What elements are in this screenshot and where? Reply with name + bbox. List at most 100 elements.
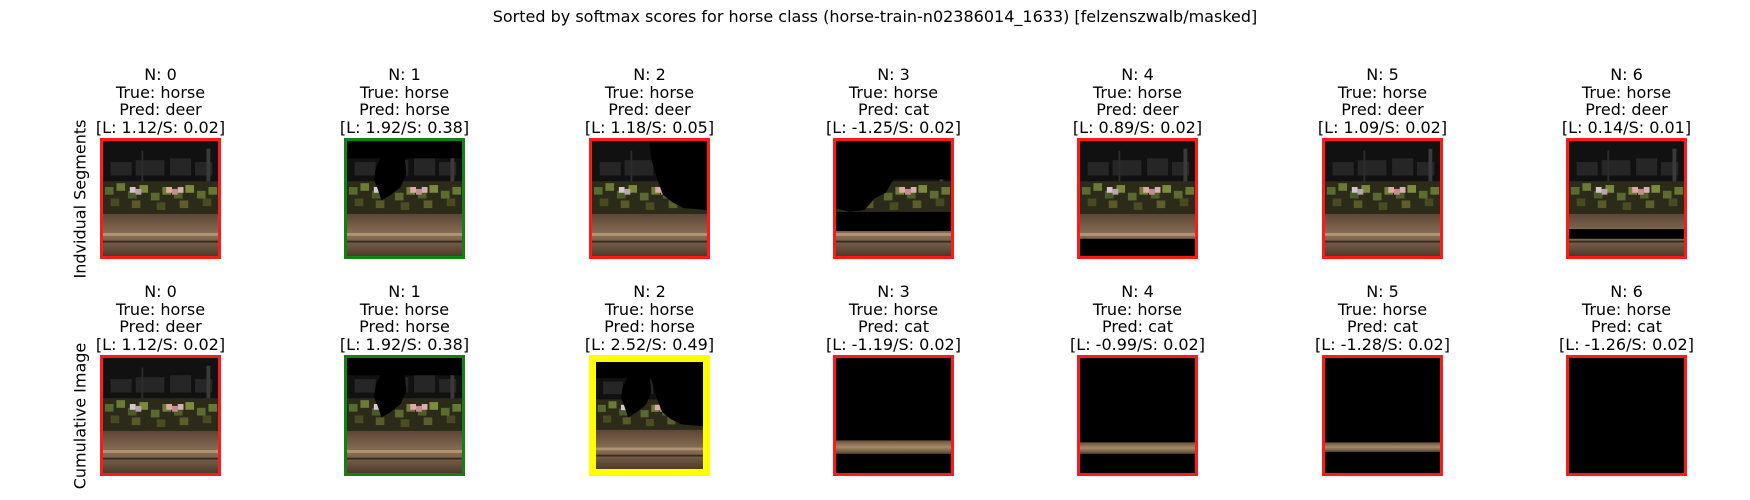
cell-n-text: N: 4 <box>1121 65 1154 84</box>
figure-title: Sorted by softmax scores for horse class… <box>492 7 1258 26</box>
cell-n-text: N: 2 <box>633 65 666 84</box>
cell-title: N: 1 True: horse Pred: horse [L: 1.92/S: 0.… <box>285 66 525 136</box>
cell-title: N: 3 True: horse Pred: cat [L: -1.19/S: 0.0… <box>774 283 1014 353</box>
cell-title: N: 3 True: horse Pred: cat [L: -1.25/S: 0.0… <box>774 66 1014 136</box>
cell-n-text: N: 5 <box>1366 65 1399 84</box>
cell-scores-text: [L: 0.14/S: 0.01] <box>1561 117 1692 137</box>
cell-true-label-text: True: horse <box>115 299 206 319</box>
cell-title: N: 4 True: horse Pred: deer [L: 0.89/S: 0.0… <box>1018 66 1258 136</box>
cell-pred-text: Pred: deer <box>1096 100 1179 119</box>
segment-image <box>592 141 707 256</box>
cell-title: N: 1 True: horse Pred: horse [L: 1.92/S: 0.… <box>285 283 525 353</box>
cell-pred-text: Pred: cat <box>1347 317 1418 336</box>
cell-n-text: N: 0 <box>144 65 177 84</box>
cell-n-text: N: 6 <box>1610 282 1643 301</box>
cell-pred-text: Pred: horse <box>359 100 450 119</box>
segment-image <box>103 141 218 256</box>
segment-image <box>1325 358 1440 473</box>
segment-image <box>836 358 951 473</box>
cell-scores-text: [L: 2.52/S: 0.49] <box>584 334 715 354</box>
cell-pred-text: Pred: deer <box>119 317 202 336</box>
segment-thumbnail <box>1566 138 1687 259</box>
segment-thumbnail <box>1566 355 1687 476</box>
cell-n-text: N: 5 <box>1366 282 1399 301</box>
segment-thumbnail <box>589 138 710 259</box>
segment-thumbnail <box>1322 138 1443 259</box>
cell-pred-text: Pred: cat <box>1591 317 1662 336</box>
cell-scores-text: [L: -1.19/S: 0.02] <box>826 334 961 354</box>
segment-image <box>1569 141 1684 256</box>
segment-image <box>1080 358 1195 473</box>
cell-true-label-text: True: horse <box>848 82 939 102</box>
cell-title: N: 6 True: horse Pred: cat [L: -1.26/S: 0.0… <box>1507 283 1747 353</box>
cell-scores-text: [L: 1.12/S: 0.02] <box>95 117 226 137</box>
cell-n-text: N: 4 <box>1121 282 1154 301</box>
cell-n-text: N: 3 <box>877 65 910 84</box>
cell-n-text: N: 2 <box>633 282 666 301</box>
cell-true-label-text: True: horse <box>359 299 450 319</box>
cell-title: N: 4 True: horse Pred: cat [L: -0.99/S: 0.0… <box>1018 283 1258 353</box>
cell-pred-text: Pred: deer <box>119 100 202 119</box>
cell-pred-text: Pred: horse <box>359 317 450 336</box>
segment-thumbnail <box>589 355 710 476</box>
cell-title: N: 6 True: horse Pred: deer [L: 0.14/S: 0.0… <box>1507 66 1747 136</box>
segment-thumbnail <box>100 355 221 476</box>
cell-true-label-text: True: horse <box>1092 299 1183 319</box>
cell-pred-text: Pred: horse <box>604 317 695 336</box>
segment-thumbnail <box>1322 355 1443 476</box>
segment-thumbnail <box>833 138 954 259</box>
segment-thumbnail <box>344 355 465 476</box>
cell-title: N: 2 True: horse Pred: horse [L: 2.52/S: 0.… <box>530 283 770 353</box>
segment-thumbnail <box>833 355 954 476</box>
cell-true-label-text: True: horse <box>1581 82 1672 102</box>
cell-true-label-text: True: horse <box>848 299 939 319</box>
cell-pred-text: Pred: cat <box>858 100 929 119</box>
segment-thumbnail <box>1077 138 1198 259</box>
segment-image <box>347 141 462 256</box>
cell-title: N: 2 True: horse Pred: deer [L: 1.18/S: 0.0… <box>530 66 770 136</box>
cell-pred-text: Pred: deer <box>608 100 691 119</box>
row-label: Cumulative Image <box>70 342 90 489</box>
cell-scores-text: [L: 1.92/S: 0.38] <box>339 117 470 137</box>
segment-image <box>347 358 462 473</box>
cell-true-label-text: True: horse <box>1092 82 1183 102</box>
cell-scores-text: [L: 0.89/S: 0.02] <box>1072 117 1203 137</box>
segment-image <box>1325 141 1440 256</box>
cell-pred-text: Pred: deer <box>1341 100 1424 119</box>
cell-scores-text: [L: -1.28/S: 0.02] <box>1315 334 1450 354</box>
cell-n-text: N: 1 <box>388 65 421 84</box>
segment-image <box>1080 141 1195 256</box>
cell-pred-text: Pred: cat <box>1102 317 1173 336</box>
segment-image <box>836 141 951 256</box>
cell-n-text: N: 0 <box>144 282 177 301</box>
cell-scores-text: [L: 1.12/S: 0.02] <box>95 334 226 354</box>
cell-title: N: 0 True: horse Pred: deer [L: 1.12/S: 0.0… <box>41 66 281 136</box>
cell-title: N: 5 True: horse Pred: cat [L: -1.28/S: 0.0… <box>1263 283 1503 353</box>
segment-thumbnail <box>100 138 221 259</box>
row-label: Indvidual Segments <box>70 119 90 278</box>
cell-true-label-text: True: horse <box>604 299 695 319</box>
segment-thumbnail <box>1077 355 1198 476</box>
cell-title: N: 5 True: horse Pred: deer [L: 1.09/S: 0.0… <box>1263 66 1503 136</box>
cell-n-text: N: 6 <box>1610 65 1643 84</box>
cell-pred-text: Pred: deer <box>1585 100 1668 119</box>
cell-scores-text: [L: 1.92/S: 0.38] <box>339 334 470 354</box>
cell-n-text: N: 3 <box>877 282 910 301</box>
cell-pred-text: Pred: cat <box>858 317 929 336</box>
cell-scores-text: [L: 1.09/S: 0.02] <box>1317 117 1448 137</box>
cell-true-label-text: True: horse <box>1337 299 1428 319</box>
cell-true-label-text: True: horse <box>604 82 695 102</box>
cell-n-text: N: 1 <box>388 282 421 301</box>
cell-title: N: 0 True: horse Pred: deer [L: 1.12/S: 0.0… <box>41 283 281 353</box>
cell-true-label-text: True: horse <box>359 82 450 102</box>
cell-scores-text: [L: -0.99/S: 0.02] <box>1070 334 1205 354</box>
cell-scores-text: [L: 1.18/S: 0.05] <box>584 117 715 137</box>
segment-image <box>1569 358 1684 473</box>
segment-thumbnail <box>344 138 465 259</box>
segment-image <box>596 362 703 469</box>
cell-true-label-text: True: horse <box>115 82 206 102</box>
cell-scores-text: [L: -1.26/S: 0.02] <box>1559 334 1694 354</box>
segment-image <box>103 358 218 473</box>
cell-true-label-text: True: horse <box>1337 82 1428 102</box>
cell-scores-text: [L: -1.25/S: 0.02] <box>826 117 961 137</box>
